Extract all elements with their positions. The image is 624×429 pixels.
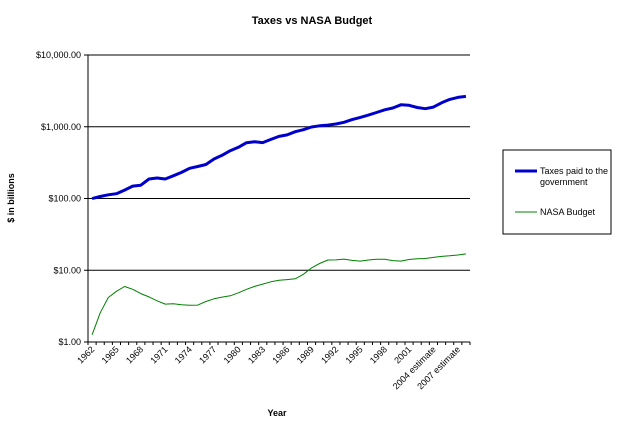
x-tick-label: 1995 [343,344,364,365]
x-tick-label: 1965 [100,344,121,365]
x-tick-label: 1977 [197,344,218,365]
legend-box [502,149,612,235]
legend: Taxes paid to the government NASA Budget [502,149,612,235]
x-tick-label: 1998 [368,344,389,365]
y-tick-label: $10.00 [53,265,81,275]
y-axis-label: $ in billions [6,173,16,223]
y-tick-label: $1.00 [58,337,81,347]
chart-title: Taxes vs NASA Budget [252,15,373,27]
series-line-nasa [91,253,466,335]
x-tick-label: 1971 [148,344,169,365]
legend-label: NASA Budget [540,207,596,217]
x-tick-label: 1992 [319,344,340,365]
x-tick-label: 1962 [75,344,96,365]
x-tick-label: 1989 [295,344,316,365]
x-tick-label: 1983 [246,344,267,365]
x-tick-label: 1968 [124,344,145,365]
legend-label: Taxes paid to the government [540,166,608,187]
x-tick-label: 2007 estimate [415,344,462,391]
x-axis-label: Year [267,408,287,418]
y-tick-label: $1,000.00 [41,122,81,132]
x-tick-label: 1980 [222,344,243,365]
x-tick-label: 2001 [392,344,413,365]
series-line-taxes [91,94,467,201]
x-tick-label: 1986 [270,344,291,365]
x-tick-label: 1974 [173,344,194,365]
y-tick-label: $100.00 [48,194,81,204]
y-tick-label: $10,000.00 [36,50,81,60]
